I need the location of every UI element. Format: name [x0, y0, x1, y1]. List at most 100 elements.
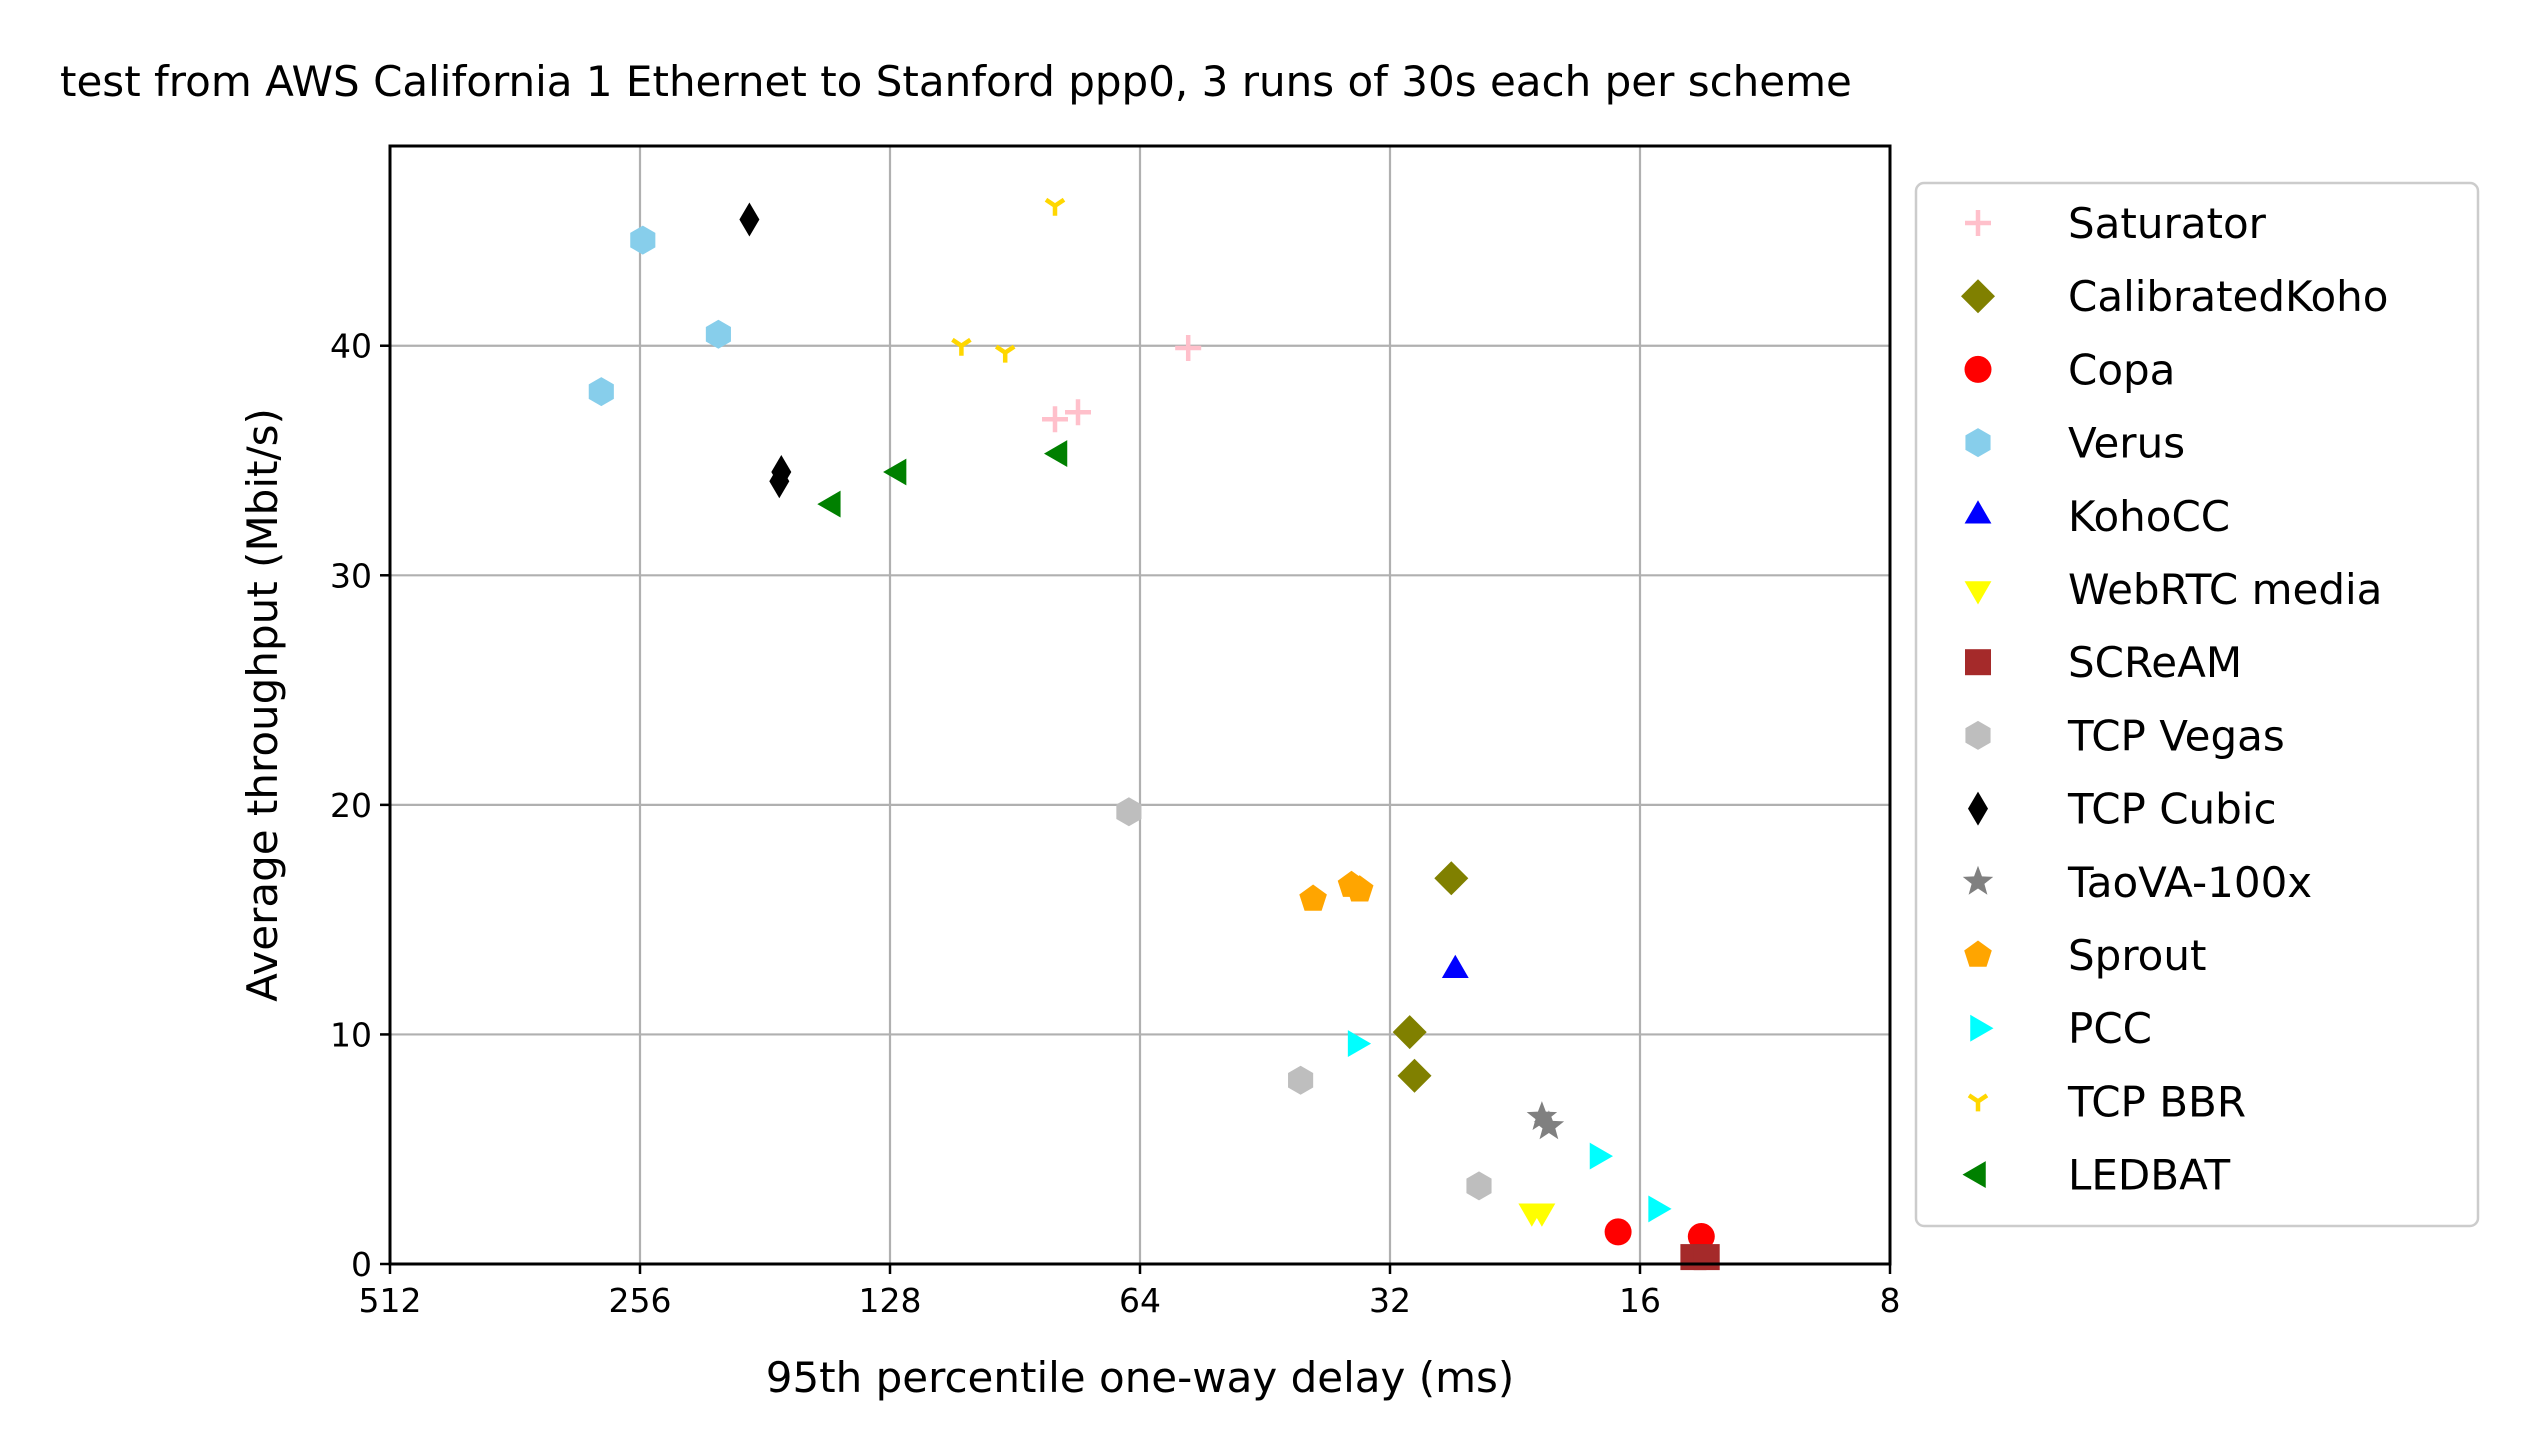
point-calibratedkoho [1397, 1058, 1432, 1093]
legend-label: KohoCC [2068, 492, 2230, 541]
point-verus [630, 225, 656, 255]
legend-item-sprout: Sprout [1964, 931, 2206, 980]
point-kohocc [1441, 954, 1469, 978]
chart-title: test from AWS California 1 Ethernet to S… [60, 57, 1852, 106]
series-sprout [1299, 870, 1374, 911]
x-tick-label: 32 [1369, 1281, 1411, 1320]
legend-item-saturator: Saturator [1965, 199, 2267, 248]
x-tick-label: 64 [1119, 1281, 1161, 1320]
point-saturator [1065, 399, 1091, 426]
x-tick-label: 256 [609, 1281, 672, 1320]
series-pcc [1347, 1030, 1672, 1223]
legend-marker-calibratedkoho [1961, 279, 1995, 314]
legend-item-tcp-bbr: TCP BBR [1967, 1077, 2246, 1126]
point-tcp-cubic [769, 464, 790, 499]
series-kohocc [1441, 954, 1469, 978]
legend-item-kohocc: KohoCC [1964, 492, 2230, 541]
series-tcp-cubic [739, 202, 792, 499]
legend-item-calibratedkoho: CalibratedKoho [1961, 272, 2389, 321]
series-tcp-vegas [1116, 797, 1492, 1201]
legend-marker-sprout [1964, 940, 1992, 967]
point-tcp-bbr [1044, 197, 1066, 216]
point-ledbat [1044, 440, 1068, 468]
grid [390, 146, 1890, 1264]
legend-item-copa: Copa [1964, 345, 2175, 394]
legend-marker-tcp-cubic [1968, 791, 1988, 826]
point-calibratedkoho [1434, 861, 1469, 896]
axis-ticks: 512 256 128 64 32 16 8 0 10 20 30 40 [330, 327, 1901, 1320]
point-taova-100x [1533, 1110, 1565, 1140]
legend-marker-ledbat [1962, 1161, 1986, 1189]
y-tick-label: 10 [330, 1015, 372, 1054]
legend-marker-saturator [1965, 210, 1991, 236]
legend-label: TCP Vegas [2067, 711, 2285, 760]
x-tick-label: 16 [1619, 1281, 1661, 1320]
point-webrtc-media [1528, 1203, 1556, 1227]
point-pcc [1347, 1030, 1372, 1058]
series-taova-100x [1526, 1101, 1565, 1140]
point-tcp-vegas [1116, 797, 1142, 827]
point-pcc [1589, 1142, 1613, 1170]
x-tick-label: 128 [859, 1281, 922, 1320]
legend-label: SCReAM [2068, 638, 2242, 687]
legend-marker-verus [1965, 428, 1991, 458]
point-copa [1604, 1218, 1632, 1246]
series-webrtc-media [1518, 1203, 1556, 1227]
legend-item-pcc: PCC [1970, 1004, 2152, 1053]
point-taova-100x [1526, 1101, 1558, 1131]
point-tcp-bbr [951, 337, 972, 356]
series-tcp-bbr [951, 197, 1066, 363]
legend-label: LEDBAT [2068, 1151, 2231, 1200]
point-sprout [1299, 884, 1327, 911]
point-saturator [1042, 406, 1068, 433]
legend-marker-scream [1965, 649, 1991, 676]
legend: Saturator CalibratedKoho Copa Verus KohoCC We… [1914, 181, 2480, 1228]
x-axis-label: 95th percentile one-way delay (ms) [766, 1353, 1515, 1402]
point-tcp-vegas [1288, 1065, 1314, 1095]
legend-label: PCC [2068, 1004, 2152, 1053]
x-tick-label: 512 [359, 1281, 422, 1320]
legend-label: CalibratedKoho [2068, 272, 2389, 321]
series-copa [1604, 1218, 1715, 1250]
point-verus [588, 377, 614, 407]
y-tick-label: 30 [330, 556, 372, 595]
legend-item-taova-100x: TaoVA-100x [1962, 858, 2312, 907]
legend-label: TCP Cubic [2067, 785, 2277, 834]
legend-label: TaoVA-100x [2067, 858, 2312, 907]
y-tick-label: 20 [330, 786, 372, 825]
legend-marker-tcp-vegas [1965, 720, 1991, 750]
series-ledbat [817, 440, 1068, 518]
legend-item-webrtc-media: WebRTC media [1964, 565, 2382, 614]
legend-marker-kohocc [1964, 500, 1992, 524]
point-pcc [1648, 1195, 1672, 1223]
legend-item-verus: Verus [1965, 419, 2185, 468]
point-verus [705, 319, 731, 349]
y-axis-label: Average throughput (Mbit/s) [238, 408, 287, 1002]
legend-item-tcp-cubic: TCP Cubic [1968, 785, 2277, 834]
point-copa [1687, 1223, 1715, 1250]
series-saturator [1042, 335, 1202, 433]
legend-item-scream: SCReAM [1965, 638, 2242, 687]
legend-marker-tcp-bbr [1967, 1093, 1989, 1112]
point-tcp-cubic [739, 202, 760, 237]
point-calibratedkoho [1392, 1015, 1427, 1050]
legend-label: Saturator [2068, 199, 2267, 248]
legend-marker-webrtc-media [1964, 581, 1992, 605]
point-sprout [1345, 875, 1374, 902]
y-tick-label: 0 [351, 1245, 372, 1284]
point-ledbat [817, 490, 841, 518]
point-saturator [1175, 335, 1202, 361]
series-verus [588, 225, 731, 407]
point-tcp-vegas [1466, 1171, 1492, 1201]
legend-marker-pcc [1970, 1014, 1994, 1042]
legend-item-ledbat: LEDBAT [1962, 1151, 2231, 1200]
y-tick-label: 40 [330, 327, 372, 366]
series-calibratedkoho [1392, 861, 1469, 1093]
point-ledbat [883, 458, 907, 486]
legend-item-tcp-vegas: TCP Vegas [1965, 711, 2285, 760]
data-points [588, 197, 1720, 1271]
legend-label: Sprout [2068, 931, 2206, 980]
legend-label: TCP BBR [2067, 1077, 2246, 1126]
legend-marker-copa [1964, 355, 1992, 383]
